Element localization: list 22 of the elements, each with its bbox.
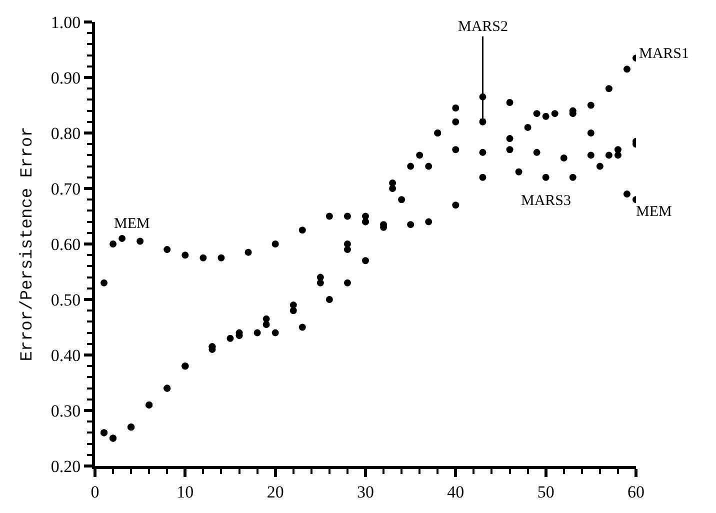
annotation: MARS3 [521, 193, 572, 209]
annotation: MARS1 [639, 46, 690, 62]
y-tick-label: 0.40 [50, 346, 81, 365]
y-tick-label: 0.50 [50, 290, 81, 310]
y-tick-label: 0.20 [50, 456, 81, 476]
x-tick-label: 30 [357, 482, 374, 502]
x-tick-label: 50 [537, 482, 554, 502]
x-tick-label: 20 [266, 482, 284, 502]
x-tick-label: 10 [176, 482, 194, 502]
x-tick-label: 60 [628, 482, 644, 502]
annotation: MEM [114, 216, 150, 232]
x-tick-label: 40 [447, 482, 464, 502]
y-tick-label: 0.30 [50, 401, 81, 420]
annotation: MARS2 [458, 19, 508, 35]
y-tick-label: 0.80 [50, 124, 81, 143]
y-tick-label: 0.70 [50, 179, 81, 198]
y-tick-label: 1.00 [50, 12, 81, 32]
y-axis-title: Error/Persistence Error [18, 126, 38, 362]
x-tick-label: 0 [90, 482, 100, 502]
annotation: MEM [636, 204, 672, 220]
y-tick-label: 0.60 [50, 234, 81, 254]
y-tick-label: 0.90 [50, 68, 81, 88]
